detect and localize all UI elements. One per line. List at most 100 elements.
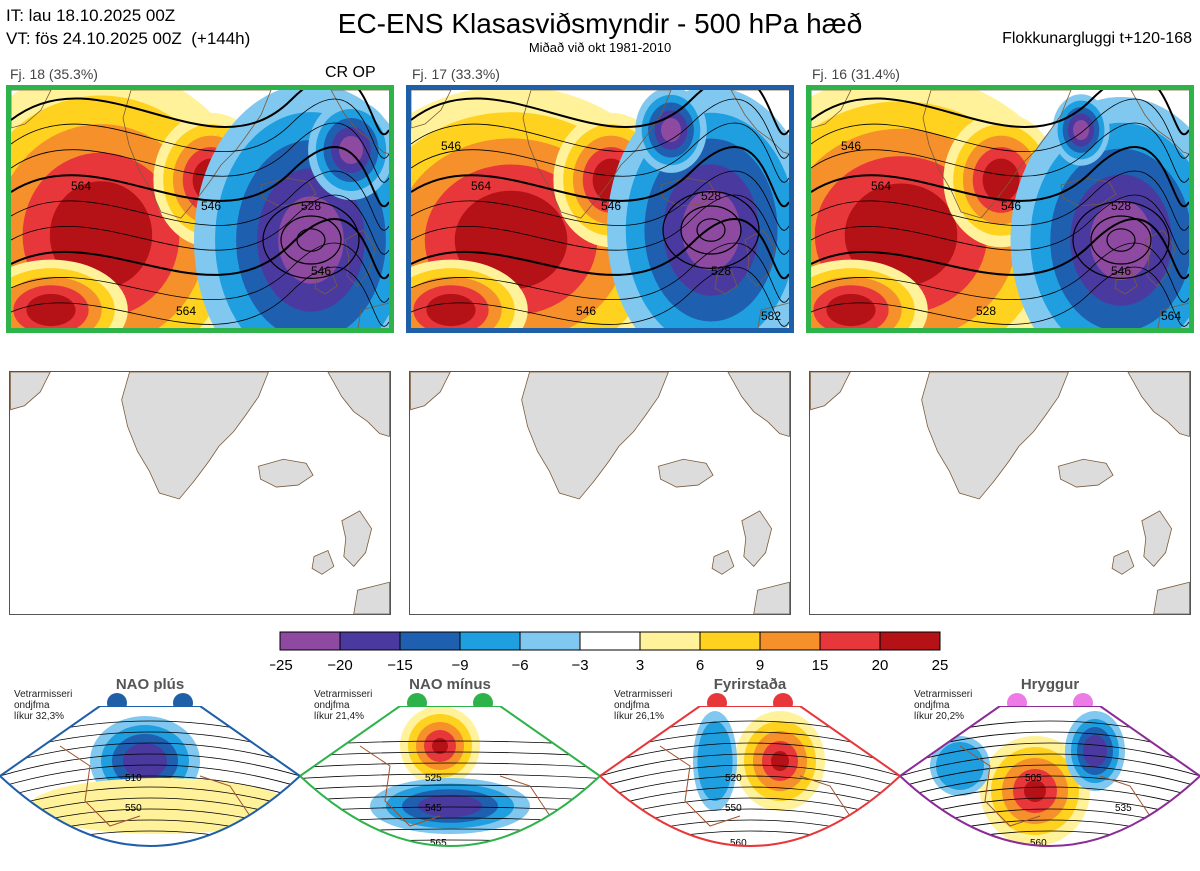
cold-anomaly-shade: [681, 189, 741, 271]
low-contour: [296, 228, 326, 252]
contour-label: 546: [601, 199, 621, 213]
regime-height-contour: [300, 773, 600, 780]
regime-contour-label: 560: [1030, 838, 1047, 849]
contour-label: 546: [1001, 199, 1021, 213]
warm-anomaly-shade: [49, 181, 153, 289]
height-contour: [411, 217, 789, 280]
contour-label: 546: [311, 264, 331, 278]
colorbar-tick-label: −6: [511, 657, 528, 674]
regime-probability-note: Vetrarmisseri ondjfma líkur 32,3%: [14, 689, 73, 722]
regime-name: NAO plús: [115, 676, 185, 693]
regime-height-contour: [0, 742, 300, 769]
regime-probability-note: Vetrarmisseri ondjfma líkur 26,1%: [614, 689, 673, 722]
regime-frame: [300, 706, 600, 847]
empty-map-2: [409, 371, 791, 615]
colorbar-tick-label: 15: [812, 657, 829, 674]
height-contour: [411, 242, 789, 303]
colorbar-tick-label: 6: [696, 657, 704, 674]
height-contour: [11, 194, 389, 255]
contour-label: 528: [1111, 199, 1131, 213]
regime-contour-label: 505: [1025, 773, 1042, 784]
regime-anomaly-shade: [123, 743, 167, 779]
height-contour: [11, 170, 389, 231]
init-time: IT: lau 18.10.2025 00Z: [6, 6, 176, 25]
colorbar-swatch: [759, 631, 821, 651]
height-contour: [411, 90, 789, 136]
height-contour: [811, 170, 1189, 231]
height-contour: [11, 217, 389, 280]
regime-name: Hryggur: [1020, 676, 1080, 693]
regime-height-contour: [600, 775, 900, 802]
colorbar-swatch: [879, 631, 941, 651]
colorbar-swatch: [459, 631, 521, 651]
colorbar-swatch: [579, 631, 641, 651]
colorbar-swatch: [279, 631, 341, 651]
regime-height-contour: [300, 795, 600, 802]
cold-anomaly-shade: [1072, 119, 1090, 141]
contour-label: 528: [701, 189, 721, 203]
height-contour: [811, 145, 1189, 208]
regime-frame: [900, 706, 1200, 847]
regime-height-contour: [600, 764, 900, 791]
regime-contour-label: 510: [125, 773, 142, 784]
valid-time: VT: fös 24.10.2025 00Z (+144h): [6, 29, 251, 48]
contour-label: 546: [441, 139, 461, 153]
colorbar-tick-label: −25: [270, 657, 293, 674]
regime-height-contour: [300, 784, 600, 791]
height-contour: [811, 98, 1189, 159]
contour-label: 546: [841, 139, 861, 153]
colorbar-swatch: [699, 631, 761, 651]
cluster-3-label: Fj. 16 (31.4%): [812, 66, 900, 82]
cluster-2-label: Fj. 17 (33.3%): [412, 66, 500, 82]
regime-contour-label: 545: [425, 803, 442, 814]
regime-height-contour: [900, 775, 1200, 802]
regime-map: 505 535 560: [900, 706, 1200, 849]
regime-anomaly-shade: [1024, 780, 1046, 802]
colorbar-tick-label: 3: [636, 657, 644, 674]
regime-probability-note: Vetrarmisseri ondjfma líkur 20,2%: [914, 689, 973, 722]
height-contour: [11, 90, 389, 136]
cluster-1-map[interactable]: 564 546 528 546 564: [6, 85, 394, 333]
regime-height-contour: [300, 851, 600, 856]
cluster-3-map[interactable]: 564 546 528 546 528 546 564: [806, 85, 1194, 333]
contour-label: 564: [1161, 309, 1181, 323]
cluster-2-map[interactable]: 564 546 528 528 546 546 582: [406, 85, 794, 333]
regime-contour-label: 550: [725, 803, 742, 814]
contour-label: 546: [201, 199, 221, 213]
regime-anomaly-shade: [418, 794, 482, 818]
page-title: EC-ENS Klasasviðsmyndir - 500 hPa hæð: [337, 8, 863, 39]
regime-anomaly-shade: [432, 738, 448, 754]
regime-contour-label: 565: [430, 838, 447, 849]
warm-anomaly-shade: [826, 293, 876, 327]
regime-height-contour: [900, 742, 1200, 769]
regime-frame: [0, 706, 300, 847]
cold-anomaly-shade: [338, 135, 364, 165]
regime-anomaly-shade: [1083, 735, 1107, 767]
contour-label: 546: [1111, 264, 1131, 278]
regime-height-contour: [600, 786, 900, 813]
height-contour: [11, 266, 389, 327]
cold-anomaly-shade: [660, 117, 682, 143]
warm-anomaly-shade: [426, 293, 476, 327]
regime-anomaly-shade: [697, 721, 733, 801]
contour-label: 564: [71, 179, 91, 193]
regime-probability-note: Vetrarmisseri ondjfma líkur 21,4%: [314, 689, 373, 722]
height-contour: [811, 217, 1189, 280]
height-contour: [411, 122, 789, 183]
colorbar-swatch: [339, 631, 401, 651]
height-contour: [411, 194, 789, 255]
regime-height-contour: [900, 786, 1200, 813]
contour-label: 528: [711, 264, 731, 278]
regime-contour-label: 535: [1115, 803, 1132, 814]
regime-height-contour: [900, 753, 1200, 780]
contour-label: 528: [976, 304, 996, 318]
regime-height-contour: [300, 762, 600, 769]
regime-anomaly-shade: [771, 751, 789, 771]
warm-anomaly-shade: [26, 293, 76, 327]
colorbar-tick-label: −20: [327, 657, 352, 674]
height-contour: [11, 98, 389, 159]
low-contour: [280, 215, 342, 265]
regime-anomaly-shade: [30, 778, 290, 834]
regime-height-contour: [600, 753, 900, 780]
contour-label: 546: [576, 304, 596, 318]
